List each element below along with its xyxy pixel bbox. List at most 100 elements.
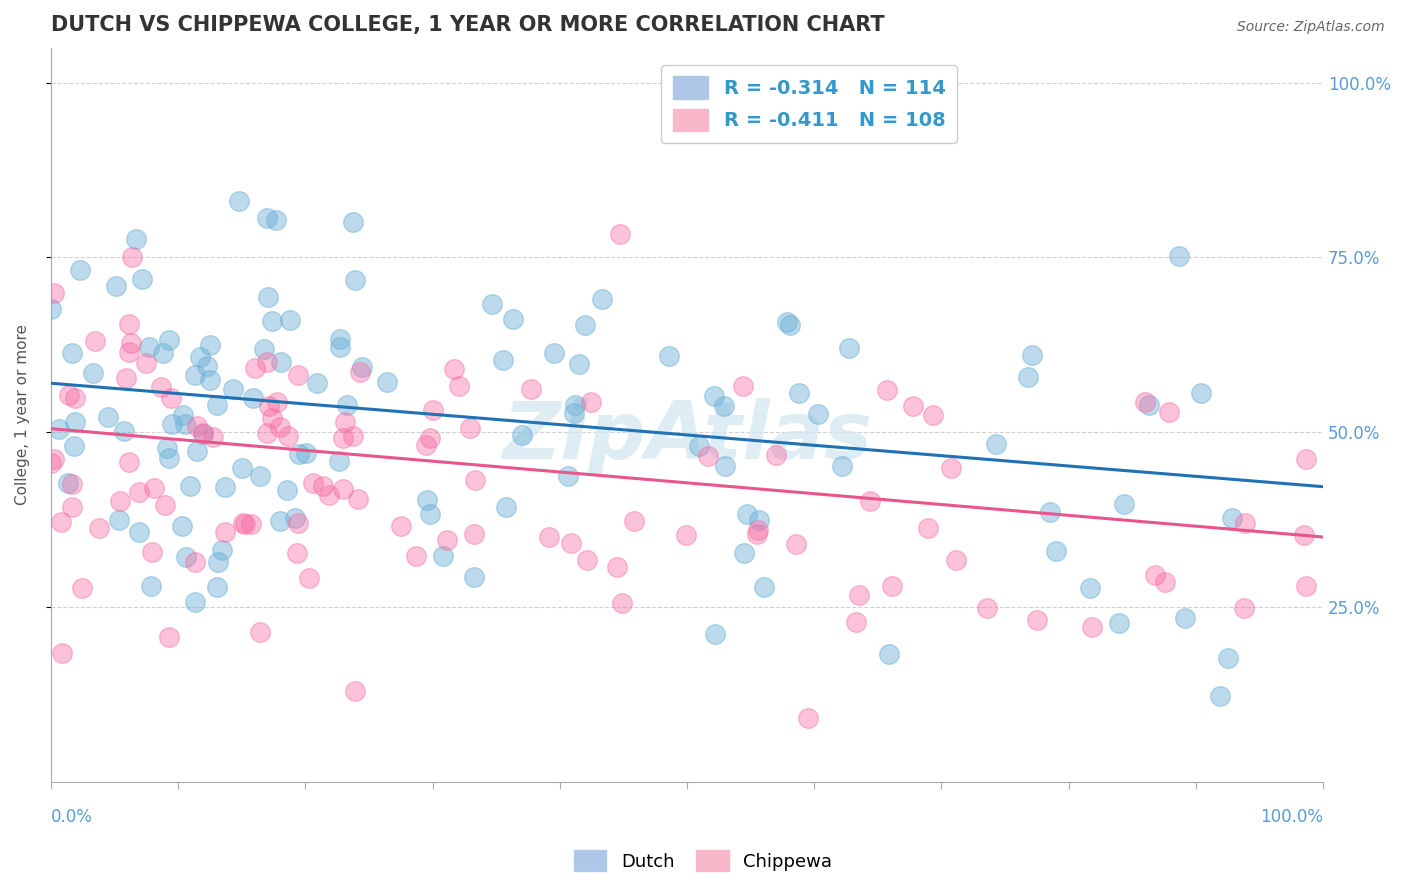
Point: [240, 517, 263, 532]
Legend: Dutch, Chippewa: Dutch, Chippewa: [567, 843, 839, 879]
Point: [269, 514, 291, 528]
Point: [848, 588, 870, 602]
Point: [1017, 369, 1039, 384]
Point: [249, 624, 271, 639]
Point: [838, 342, 860, 356]
Point: [152, 345, 174, 359]
Point: [748, 513, 770, 527]
Point: [495, 500, 517, 514]
Point: [222, 382, 245, 396]
Point: [256, 355, 278, 369]
Point: [156, 441, 179, 455]
Point: [1025, 613, 1047, 627]
Point: [63, 415, 86, 429]
Point: [157, 451, 180, 466]
Point: [285, 546, 308, 560]
Point: [143, 481, 166, 495]
Point: [157, 333, 180, 347]
Point: [257, 290, 280, 304]
Point: [492, 353, 515, 368]
Point: [432, 549, 454, 563]
Point: [560, 536, 582, 550]
Point: [186, 444, 208, 458]
Point: [443, 362, 465, 376]
Point: [1220, 510, 1243, 524]
Point: [108, 494, 131, 508]
Point: [112, 424, 135, 438]
Point: [336, 398, 359, 412]
Point: [60, 500, 83, 514]
Point: [58, 387, 80, 401]
Point: [845, 615, 868, 629]
Point: [176, 550, 198, 565]
Point: [574, 318, 596, 333]
Point: [733, 546, 755, 560]
Point: [125, 232, 148, 246]
Point: [416, 493, 439, 508]
Point: [464, 473, 486, 487]
Point: [179, 479, 201, 493]
Point: [128, 525, 150, 540]
Point: [42, 286, 65, 301]
Point: [481, 297, 503, 311]
Point: [332, 482, 354, 496]
Point: [557, 469, 579, 483]
Point: [696, 450, 718, 464]
Point: [207, 555, 229, 569]
Point: [266, 395, 288, 409]
Point: [877, 648, 900, 662]
Point: [288, 446, 311, 460]
Point: [160, 417, 183, 431]
Point: [69, 262, 91, 277]
Point: [1021, 348, 1043, 362]
Point: [579, 395, 602, 409]
Point: [214, 524, 236, 539]
Point: [831, 458, 853, 473]
Point: [214, 480, 236, 494]
Point: [138, 341, 160, 355]
Point: [787, 386, 810, 401]
Point: [332, 431, 354, 445]
Point: [231, 460, 253, 475]
Point: [188, 350, 211, 364]
Point: [82, 366, 104, 380]
Point: [141, 544, 163, 558]
Point: [984, 437, 1007, 451]
Point: [564, 399, 586, 413]
Point: [39, 302, 62, 317]
Point: [1139, 398, 1161, 412]
Point: [312, 479, 335, 493]
Point: [49, 516, 72, 530]
Point: [562, 406, 585, 420]
Point: [104, 279, 127, 293]
Point: [765, 448, 787, 462]
Point: [976, 601, 998, 615]
Point: [1295, 579, 1317, 593]
Point: [135, 356, 157, 370]
Point: [703, 389, 725, 403]
Point: [253, 342, 276, 356]
Point: [307, 376, 329, 390]
Point: [502, 311, 524, 326]
Point: [139, 579, 162, 593]
Point: [458, 420, 481, 434]
Point: [1209, 690, 1232, 704]
Point: [117, 345, 139, 359]
Point: [287, 368, 309, 383]
Point: [232, 516, 254, 530]
Point: [131, 271, 153, 285]
Point: [752, 580, 775, 594]
Text: Source: ZipAtlas.com: Source: ZipAtlas.com: [1237, 20, 1385, 34]
Point: [298, 571, 321, 585]
Point: [63, 392, 86, 406]
Point: [295, 445, 318, 459]
Point: [120, 336, 142, 351]
Point: [415, 438, 437, 452]
Point: [1233, 516, 1256, 530]
Point: [97, 409, 120, 424]
Point: [128, 484, 150, 499]
Point: [107, 513, 129, 527]
Point: [350, 359, 373, 374]
Point: [422, 403, 444, 417]
Point: [211, 543, 233, 558]
